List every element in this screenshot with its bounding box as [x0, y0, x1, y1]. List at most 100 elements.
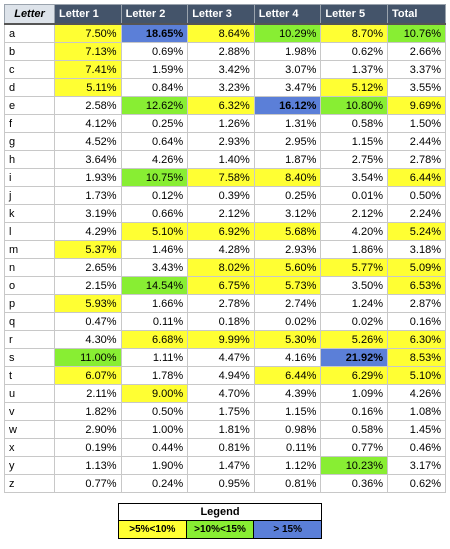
frequency-cell: 0.58% [320, 114, 388, 133]
frequency-cell: 0.84% [120, 78, 189, 97]
frequency-cell: 1.50% [387, 114, 446, 133]
frequency-cell: 5.11% [54, 78, 122, 97]
row-letter: b [4, 42, 55, 61]
frequency-cell: 6.30% [387, 330, 446, 349]
table-row: w 2.90% 1.00% 1.81% 0.98% 0.58% 1.45% [4, 420, 446, 439]
frequency-cell: 0.19% [54, 438, 122, 457]
frequency-cell: 8.53% [387, 348, 446, 367]
frequency-cell: 2.93% [253, 240, 322, 259]
frequency-cell: 0.12% [120, 186, 189, 205]
frequency-cell: 3.19% [54, 204, 122, 223]
row-letter: a [4, 23, 55, 43]
frequency-cell: 4.70% [187, 384, 255, 403]
frequency-cell: 0.58% [320, 420, 388, 439]
frequency-cell: 6.32% [187, 96, 255, 115]
frequency-cell: 3.54% [320, 168, 388, 187]
column-header: Letter 4 [253, 4, 322, 25]
row-letter: q [4, 312, 55, 331]
row-letter: f [4, 114, 55, 133]
frequency-cell: 6.29% [320, 366, 388, 385]
frequency-cell: 1.37% [320, 60, 388, 79]
row-letter: g [4, 132, 55, 151]
row-letter: y [4, 456, 55, 475]
frequency-cell: 3.47% [253, 78, 322, 97]
frequency-cell: 2.66% [387, 42, 446, 61]
row-letter: u [4, 384, 55, 403]
row-letter: z [4, 474, 55, 493]
frequency-cell: 1.90% [120, 456, 189, 475]
frequency-cell: 2.44% [387, 132, 446, 151]
frequency-cell: 5.77% [320, 258, 388, 277]
frequency-cell: 6.07% [54, 366, 122, 385]
table-row: b 7.13% 0.69% 2.88% 1.98% 0.62% 2.66% [4, 42, 446, 61]
row-letter: n [4, 258, 55, 277]
frequency-cell: 0.16% [320, 402, 388, 421]
frequency-cell: 1.59% [120, 60, 189, 79]
frequency-cell: 4.39% [253, 384, 322, 403]
frequency-cell: 2.88% [187, 42, 255, 61]
row-letter: o [4, 276, 55, 295]
table-row: n 2.65% 3.43% 8.02% 5.60% 5.77% 5.09% [4, 258, 446, 277]
frequency-cell: 0.98% [253, 420, 322, 439]
frequency-cell: 6.53% [387, 276, 446, 295]
table-row: r 4.30% 6.68% 9.99% 5.30% 5.26% 6.30% [4, 330, 446, 349]
letter-frequency-table: Letter Letter 1 Letter 2 Letter 3 Letter 4 Le… [4, 4, 446, 493]
frequency-cell: 18.65% [120, 23, 189, 43]
frequency-cell: 0.64% [120, 132, 189, 151]
frequency-cell: 2.78% [187, 294, 255, 313]
frequency-cell: 4.30% [54, 330, 122, 349]
frequency-cell: 2.65% [54, 258, 122, 277]
frequency-cell: 9.00% [120, 384, 189, 403]
frequency-cell: 2.58% [54, 96, 122, 115]
row-letter: h [4, 150, 55, 169]
frequency-cell: 0.44% [120, 438, 189, 457]
row-letter: l [4, 222, 55, 241]
frequency-cell: 0.47% [54, 312, 122, 331]
frequency-cell: 10.29% [253, 23, 322, 43]
frequency-cell: 6.44% [253, 366, 322, 385]
frequency-cell: 5.10% [120, 222, 189, 241]
table-row: f 4.12% 0.25% 1.26% 1.31% 0.58% 1.50% [4, 114, 446, 133]
frequency-cell: 1.15% [320, 132, 388, 151]
table-row: e 2.58% 12.62% 6.32% 16.12% 10.80% 9.69% [4, 96, 446, 115]
table-row: s 11.00% 1.11% 4.47% 4.16% 21.92% 8.53% [4, 348, 446, 367]
frequency-cell: 4.26% [387, 384, 446, 403]
frequency-cell: 1.78% [120, 366, 189, 385]
frequency-cell: 1.09% [320, 384, 388, 403]
frequency-cell: 3.55% [387, 78, 446, 97]
frequency-cell: 2.95% [253, 132, 322, 151]
frequency-cell: 1.75% [187, 402, 255, 421]
row-letter: e [4, 96, 55, 115]
frequency-cell: 0.62% [320, 42, 388, 61]
row-letter: k [4, 204, 55, 223]
table-row: i 1.93% 10.75% 7.58% 8.40% 3.54% 6.44% [4, 168, 446, 187]
table-row: g 4.52% 0.64% 2.93% 2.95% 1.15% 2.44% [4, 132, 446, 151]
frequency-cell: 0.01% [320, 186, 388, 205]
frequency-cell: 1.00% [120, 420, 189, 439]
frequency-cell: 3.18% [387, 240, 446, 259]
row-letter: w [4, 420, 55, 439]
frequency-cell: 4.26% [120, 150, 189, 169]
column-header: Letter 3 [187, 4, 255, 25]
frequency-cell: 1.73% [54, 186, 122, 205]
frequency-cell: 11.00% [54, 348, 122, 367]
frequency-cell: 3.12% [253, 204, 322, 223]
frequency-cell: 4.47% [187, 348, 255, 367]
frequency-cell: 1.15% [253, 402, 322, 421]
frequency-cell: 1.40% [187, 150, 255, 169]
frequency-cell: 0.69% [120, 42, 189, 61]
frequency-cell: 2.78% [387, 150, 446, 169]
frequency-cell: 0.18% [187, 312, 255, 331]
frequency-cell: 2.74% [253, 294, 322, 313]
row-letter: s [4, 348, 55, 367]
frequency-cell: 4.28% [187, 240, 255, 259]
frequency-cell: 0.24% [120, 474, 189, 493]
frequency-cell: 7.58% [187, 168, 255, 187]
frequency-cell: 1.08% [387, 402, 446, 421]
frequency-cell: 1.82% [54, 402, 122, 421]
row-letter: v [4, 402, 55, 421]
frequency-cell: 1.45% [387, 420, 446, 439]
frequency-cell: 0.25% [253, 186, 322, 205]
table-row: o 2.15% 14.54% 6.75% 5.73% 3.50% 6.53% [4, 276, 446, 295]
frequency-cell: 0.11% [120, 312, 189, 331]
